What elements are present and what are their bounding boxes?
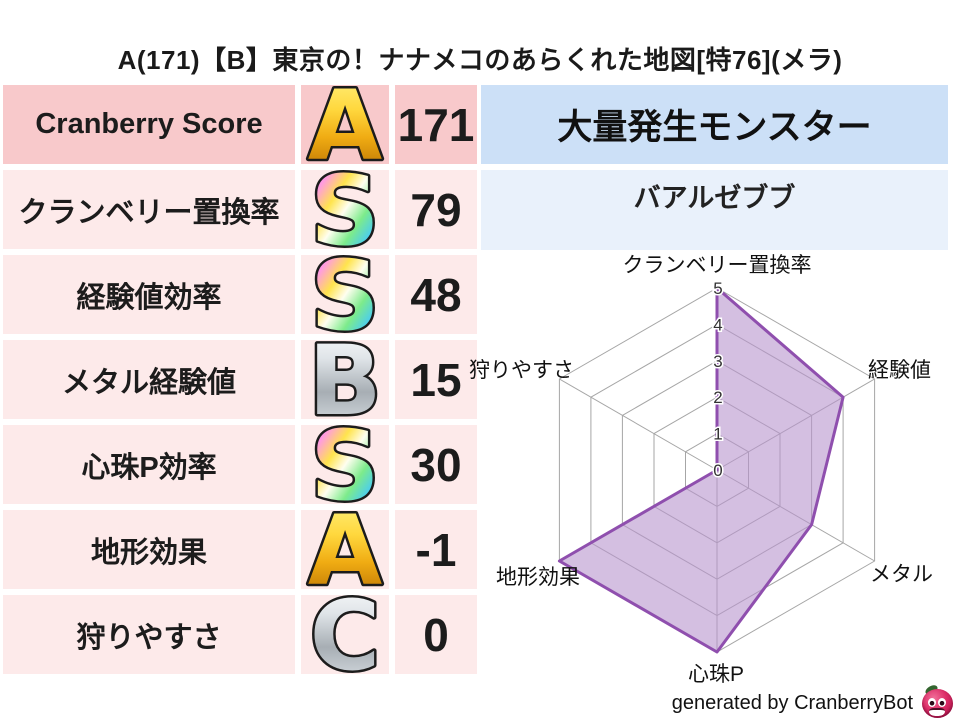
monster-panel-header: 大量発生モンスター — [481, 85, 948, 164]
radar-axis-label: 地形効果 — [496, 566, 580, 589]
radar-spoke — [559, 378, 718, 471]
svg-text:A: A — [308, 495, 382, 607]
svg-text:S: S — [310, 240, 379, 352]
radar-axis-label: 狩りやすさ — [469, 359, 574, 382]
stat-value: 30 — [395, 425, 477, 504]
stat-label: 経験値効率 — [3, 255, 295, 334]
radar-axis-label: 心珠P — [688, 663, 744, 686]
stat-label: 心珠P効率 — [3, 425, 295, 504]
stat-grade-badge: A — [301, 68, 389, 185]
radar-tick-label: 1 — [713, 425, 722, 444]
stat-grade-badge: B — [301, 323, 389, 440]
stat-label: Cranberry Score — [3, 85, 295, 164]
stat-label: メタル経験値 — [3, 340, 295, 419]
page-title: A(171)【B】東京の！ナナメコのあらくれた地図[特76](メラ) — [117, 45, 843, 75]
grade-letter-rainbow-icon: S — [308, 408, 382, 525]
svg-text:S: S — [310, 410, 379, 522]
stat-value: 48 — [395, 255, 477, 334]
stat-label: クランベリー置換率 — [3, 170, 295, 249]
footer: generated by CranberryBot — [671, 684, 956, 720]
stat-grade-badge: A — [301, 493, 389, 610]
stats-table: Cranberry Score A 171 クランベリー置換率 S 79 経験値効率 S 48 メ… — [3, 68, 477, 695]
radar-tick-label: 5 — [713, 279, 722, 298]
stat-value: 79 — [395, 170, 477, 249]
stat-grade-badge: S — [301, 408, 389, 525]
stat-grade-badge: C — [301, 578, 389, 695]
cranberry-bot-icon — [920, 684, 956, 720]
radar-tick-label: 3 — [713, 352, 722, 371]
stat-grade-badge: S — [301, 238, 389, 355]
svg-text:S: S — [310, 155, 379, 267]
svg-text:C: C — [310, 580, 380, 692]
radar-tick-label: 2 — [713, 388, 722, 407]
stat-value: 15 — [395, 340, 477, 419]
footer-credit-text: generated by CranberryBot — [671, 691, 913, 714]
grade-letter-gold-icon: A — [305, 68, 384, 185]
grade-letter-silver-icon: B — [306, 323, 384, 440]
stat-value: -1 — [395, 510, 477, 589]
stat-grade-badge: S — [301, 153, 389, 270]
grade-letter-rainbow-icon: S — [308, 153, 382, 270]
stat-label: 狩りやすさ — [3, 595, 295, 674]
svg-text:B: B — [308, 325, 381, 437]
radar-series-polygon — [557, 286, 845, 654]
grade-letter-rainbow-icon: S — [308, 238, 382, 355]
radar-tick-label: 0 — [713, 461, 722, 480]
svg-text:A: A — [308, 70, 382, 182]
stat-value: 0 — [395, 595, 477, 674]
radar-axis-label: メタル — [870, 563, 933, 586]
radar-axis-label: クランベリー置換率 — [623, 254, 812, 277]
stat-label: 地形効果 — [3, 510, 295, 589]
radar-tick-label: 4 — [713, 315, 722, 334]
monster-name: バアルゼブブ — [481, 170, 948, 250]
stat-value: 171 — [395, 85, 477, 164]
grade-letter-silver-icon: C — [307, 578, 382, 695]
radar-axis-label: 経験値 — [868, 359, 931, 382]
grade-letter-gold-icon: A — [305, 493, 384, 610]
